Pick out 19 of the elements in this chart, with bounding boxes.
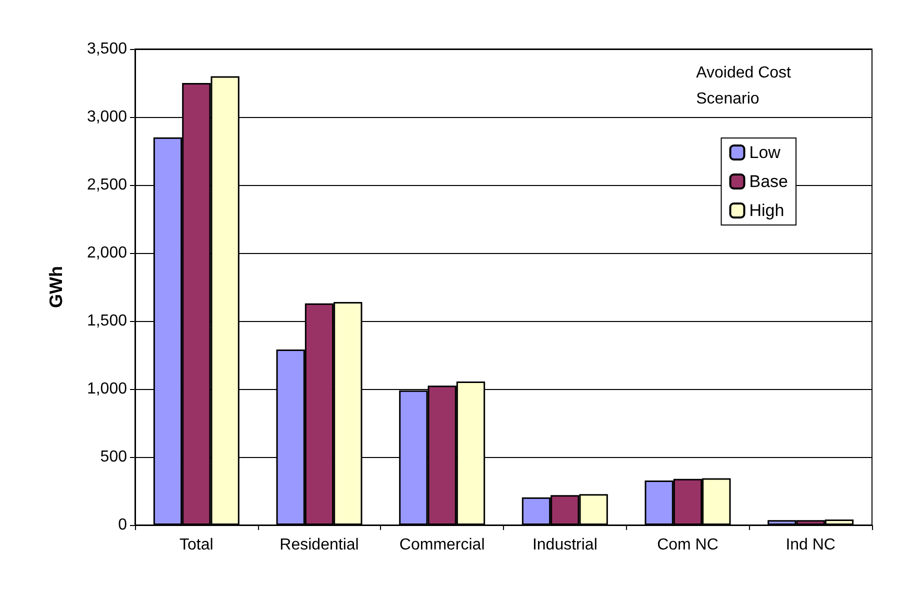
x-tick-label: Ind NC	[786, 536, 836, 554]
y-tick-label: 3,000	[86, 108, 128, 126]
legend-title: Avoided Cost Scenario	[696, 64, 792, 108]
x-tick-label: Total	[180, 536, 214, 554]
x-tick-label: Com NC	[657, 536, 718, 554]
legend-label: Low	[749, 143, 782, 162]
y-tick-label: 1,500	[86, 312, 128, 330]
y-tick-label: 1,000	[86, 380, 128, 398]
x-tick-label: Industrial	[532, 536, 598, 554]
y-tick-label: 3,500	[86, 40, 128, 58]
x-tick-label: Residential	[280, 536, 359, 554]
legend-label: High	[749, 201, 784, 220]
y-tick-label: 2,000	[86, 244, 128, 262]
y-axis-title: GWh	[46, 266, 66, 308]
x-tick-label: Commercial	[399, 536, 485, 554]
legend-label: Base	[749, 172, 788, 191]
y-tick-label: 500	[100, 448, 128, 466]
y-tick-label: 0	[118, 516, 128, 534]
y-tick-label: 2,500	[86, 176, 128, 194]
